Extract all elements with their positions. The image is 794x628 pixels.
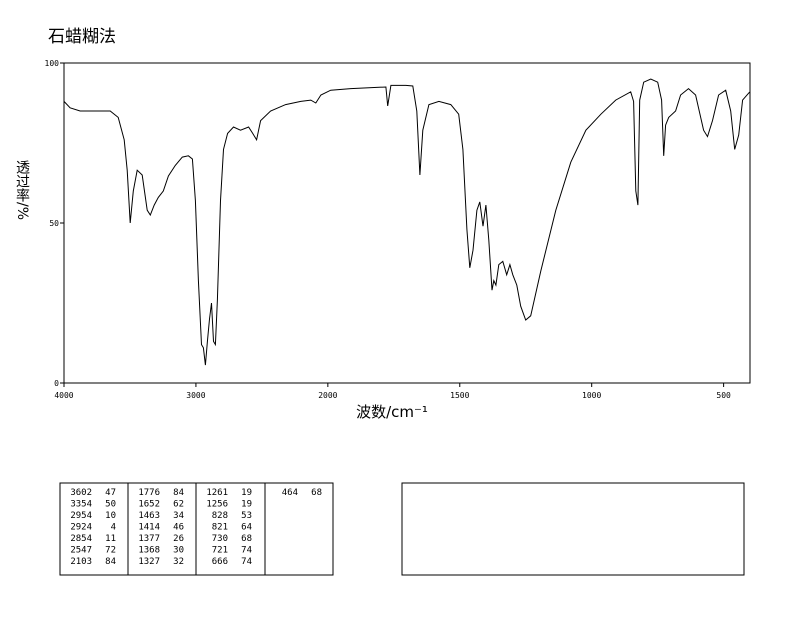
peak-transmittance: 74 xyxy=(241,546,252,556)
peak-transmittance: 53 xyxy=(241,511,252,521)
y-tick-label: 100 xyxy=(45,59,60,68)
x-tick-label: 1500 xyxy=(450,391,469,400)
peak-transmittance: 26 xyxy=(173,534,184,544)
x-tick-label: 1000 xyxy=(582,391,601,400)
peak-transmittance: 34 xyxy=(173,511,184,521)
peak-transmittance: 84 xyxy=(105,557,116,567)
y-axis-label: 透过率/% xyxy=(14,160,30,220)
peak-transmittance: 19 xyxy=(241,488,252,498)
peak-transmittance: 46 xyxy=(173,523,184,533)
peak-wavenumber: 828 xyxy=(212,511,228,521)
peak-wavenumber: 1652 xyxy=(138,500,160,510)
peak-transmittance: 62 xyxy=(173,500,184,510)
peak-transmittance: 11 xyxy=(105,534,116,544)
peak-wavenumber: 721 xyxy=(212,546,228,556)
y-tick-label: 0 xyxy=(54,379,59,388)
peak-wavenumber: 666 xyxy=(212,557,228,567)
x-tick-label: 3000 xyxy=(186,391,205,400)
peak-transmittance: 50 xyxy=(105,500,116,510)
peak-transmittance: 4 xyxy=(111,523,116,533)
peak-wavenumber: 1327 xyxy=(138,557,160,567)
peak-transmittance: 68 xyxy=(241,534,252,544)
peak-wavenumber: 821 xyxy=(212,523,228,533)
peak-transmittance: 47 xyxy=(105,488,116,498)
x-tick-label: 500 xyxy=(716,391,731,400)
plot-frame xyxy=(63,62,751,384)
x-tick-label: 2000 xyxy=(318,391,337,400)
peak-wavenumber: 2103 xyxy=(70,557,92,567)
x-tick-label: 4000 xyxy=(54,391,73,400)
peak-wavenumber: 1368 xyxy=(138,546,160,556)
info-box xyxy=(401,482,745,576)
peak-wavenumber: 3354 xyxy=(70,500,92,510)
y-tick-label: 50 xyxy=(49,219,59,228)
peak-transmittance: 84 xyxy=(173,488,184,498)
x-axis-label: 波数/cm⁻¹ xyxy=(356,403,428,421)
peak-wavenumber: 1414 xyxy=(138,523,160,533)
spectrum-line xyxy=(63,78,751,366)
peak-wavenumber: 2854 xyxy=(70,534,92,544)
peak-wavenumber: 2547 xyxy=(70,546,92,556)
peak-wavenumber: 1463 xyxy=(138,511,160,521)
peak-wavenumber: 464 xyxy=(282,488,298,498)
peak-wavenumber: 2954 xyxy=(70,511,92,521)
peak-transmittance: 10 xyxy=(105,511,116,521)
chart-title: 石蜡糊法 xyxy=(48,27,116,47)
peak-wavenumber: 730 xyxy=(212,534,228,544)
peak-wavenumber: 3602 xyxy=(70,488,92,498)
peak-transmittance: 30 xyxy=(173,546,184,556)
peak-wavenumber: 1256 xyxy=(206,500,228,510)
peak-wavenumber: 2924 xyxy=(70,523,92,533)
peak-transmittance: 19 xyxy=(241,500,252,510)
peak-transmittance: 72 xyxy=(105,546,116,556)
peak-wavenumber: 1261 xyxy=(206,488,228,498)
peak-transmittance: 74 xyxy=(241,557,252,567)
peak-transmittance: 68 xyxy=(311,488,322,498)
peak-wavenumber: 1776 xyxy=(138,488,160,498)
peak-transmittance: 64 xyxy=(241,523,252,533)
peak-transmittance: 32 xyxy=(173,557,184,567)
peak-wavenumber: 1377 xyxy=(138,534,160,544)
